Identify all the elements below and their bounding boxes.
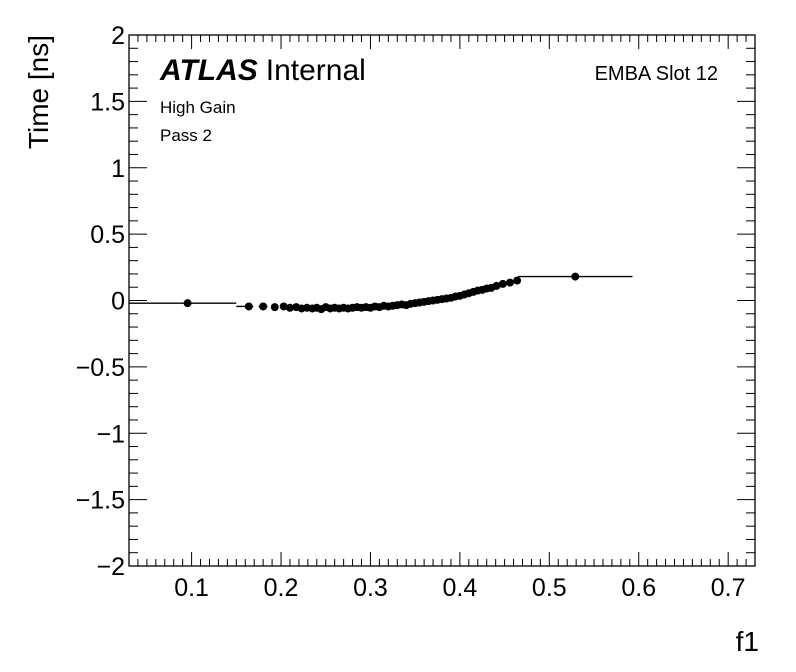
data-point: [279, 302, 288, 311]
axes-layer: 0.1 0.2 0.3 0.4 0.5 0.6 0.7 −2 −1.5 −1 −0.5 0 0.5 1 1.…: [76, 22, 756, 602]
x-tick-label: 0.3: [353, 574, 388, 602]
x-axis-title: f1: [736, 626, 759, 657]
y-tick-label: 1: [111, 155, 125, 183]
data-point: [571, 272, 580, 281]
data-point: [513, 276, 522, 285]
y-axis-title: Time [ns]: [23, 35, 54, 149]
y-tick-label: −1: [96, 420, 125, 448]
y-tick-label: 0.5: [90, 221, 125, 249]
atlas-internal-text: Internal: [266, 54, 366, 87]
y-tick-label: −0.5: [76, 354, 125, 382]
module-label: EMBA Slot 12: [595, 63, 718, 85]
gain-label: High Gain: [160, 98, 236, 117]
data-point: [498, 279, 507, 288]
data-point: [244, 302, 253, 311]
y-tick-label: −2: [96, 553, 125, 581]
pass-label: Pass 2: [160, 126, 212, 145]
data-point: [492, 281, 501, 290]
data-layer: [129, 272, 633, 314]
data-point: [183, 299, 192, 308]
x-tick-label: 0.4: [443, 574, 478, 602]
x-tick-label: 0.6: [621, 574, 656, 602]
atlas-label: ATLAS Internal: [159, 54, 366, 87]
x-tick-label: 0.1: [174, 574, 209, 602]
data-point: [505, 278, 514, 287]
data-point: [270, 303, 279, 312]
y-tick-label: −1.5: [76, 487, 125, 515]
y-tick-label: 0: [111, 288, 125, 316]
data-point: [259, 302, 268, 311]
y-tick-label: 2: [111, 22, 125, 50]
atlas-bold-text: ATLAS: [159, 54, 258, 87]
x-tick-label: 0.5: [532, 574, 567, 602]
x-tick-label: 0.7: [711, 574, 746, 602]
y-tick-label: 1.5: [90, 88, 125, 116]
data-point: [285, 303, 294, 312]
x-tick-label: 0.2: [264, 574, 299, 602]
